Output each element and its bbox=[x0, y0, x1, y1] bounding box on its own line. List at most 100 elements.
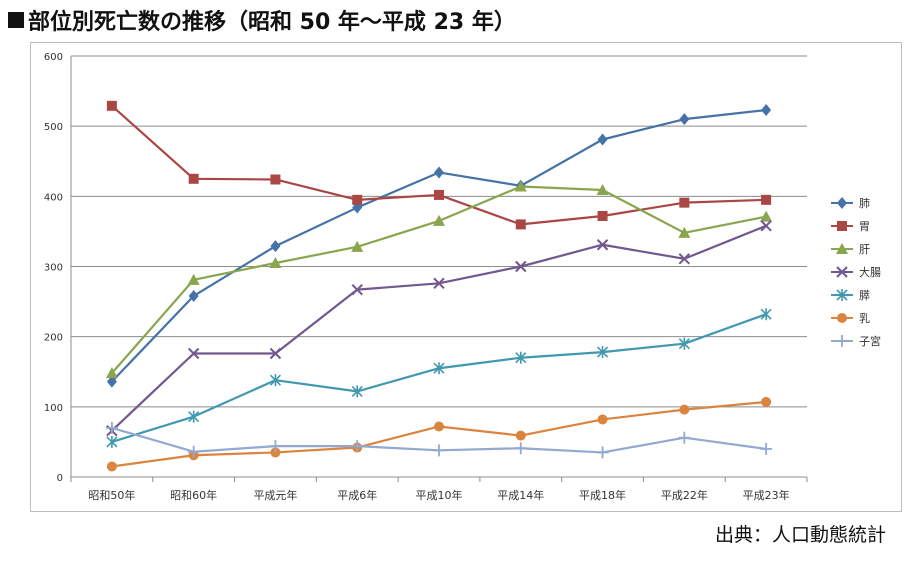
data-point bbox=[678, 337, 690, 350]
data-point bbox=[270, 447, 281, 458]
heading-title: 部位別死亡数の推移（昭和 50 年～平成 23 年） bbox=[28, 10, 516, 35]
data-point bbox=[514, 180, 527, 192]
legend-entry: 大腸 bbox=[831, 265, 881, 279]
data-point bbox=[679, 197, 690, 208]
data-point bbox=[351, 440, 364, 453]
y-tick-label: 400 bbox=[44, 192, 63, 203]
series-group bbox=[106, 308, 772, 448]
legend-marker bbox=[837, 221, 847, 231]
x-tick-label: 平成6年 bbox=[337, 488, 377, 502]
legend-entry: 膵 bbox=[831, 289, 870, 302]
data-point bbox=[515, 351, 527, 364]
y-tick-label: 500 bbox=[44, 122, 63, 133]
data-point bbox=[106, 100, 117, 111]
data-point bbox=[433, 277, 445, 290]
data-point bbox=[679, 113, 690, 126]
data-point bbox=[761, 194, 772, 205]
data-point bbox=[434, 189, 444, 200]
data-point bbox=[351, 283, 363, 296]
legend-marker bbox=[836, 243, 848, 254]
legend-label: 胃 bbox=[859, 220, 870, 233]
series-group bbox=[105, 180, 773, 379]
data-point bbox=[761, 104, 772, 117]
x-tick-label: 平成14年 bbox=[497, 488, 544, 502]
chart-axes: 0 100 200 300 400 500 600 昭和50年 昭和60年 平成元年 平成6年 平成1… bbox=[44, 52, 808, 502]
series-line bbox=[111, 400, 767, 468]
y-tick-label: 0 bbox=[57, 473, 63, 484]
data-point bbox=[351, 385, 363, 398]
data-point bbox=[270, 174, 281, 185]
data-point bbox=[269, 347, 282, 360]
x-tick-label: 平成10年 bbox=[416, 488, 463, 502]
data-point bbox=[105, 367, 118, 379]
data-point bbox=[352, 194, 363, 205]
heading-square-icon bbox=[8, 12, 24, 28]
y-tick-label: 200 bbox=[44, 333, 63, 344]
y-tick-label: 600 bbox=[44, 52, 63, 63]
series-group bbox=[106, 220, 772, 437]
data-point bbox=[515, 219, 526, 230]
data-point bbox=[434, 421, 444, 432]
data-point bbox=[433, 214, 445, 226]
x-tick-label: 平成18年 bbox=[579, 488, 626, 502]
chart-series bbox=[105, 100, 773, 472]
legend-label: 膵 bbox=[859, 289, 870, 302]
data-point bbox=[434, 166, 444, 179]
legend-entry: 胃 bbox=[831, 220, 870, 233]
legend-label: 大腸 bbox=[859, 265, 881, 279]
data-point bbox=[760, 220, 772, 232]
data-point bbox=[760, 308, 772, 321]
legend-entry: 子宮 bbox=[831, 334, 881, 348]
page-heading: 部位別死亡数の推移（昭和 50 年～平成 23 年） bbox=[8, 4, 516, 36]
x-tick-label: 昭和60年 bbox=[170, 488, 217, 502]
legend-marker bbox=[837, 313, 847, 323]
data-point bbox=[596, 446, 609, 459]
data-point bbox=[679, 404, 690, 415]
legend-label: 肝 bbox=[859, 243, 870, 256]
chart-frame: 0 100 200 300 400 500 600 昭和50年 昭和60年 平成元年 平成6年 平成1… bbox=[30, 42, 902, 512]
data-point bbox=[270, 240, 281, 253]
source-note: 出典：人口動態統計 bbox=[714, 524, 886, 546]
data-point bbox=[187, 273, 200, 285]
data-point bbox=[106, 375, 117, 388]
data-point bbox=[269, 440, 282, 453]
series-group bbox=[106, 100, 772, 230]
legend-label: 乳 bbox=[859, 312, 870, 325]
legend-marker bbox=[836, 266, 848, 278]
data-point bbox=[514, 442, 527, 455]
legend-marker bbox=[837, 197, 847, 209]
data-point bbox=[433, 444, 445, 457]
legend-label: 子宮 bbox=[859, 334, 881, 348]
data-point bbox=[596, 346, 609, 359]
series-group bbox=[106, 396, 772, 472]
series-group bbox=[105, 421, 773, 459]
data-point bbox=[678, 226, 691, 238]
data-point bbox=[187, 445, 200, 458]
legend-marker bbox=[836, 335, 848, 347]
series-group bbox=[106, 104, 772, 388]
y-tick-label: 100 bbox=[44, 403, 63, 414]
data-point bbox=[106, 461, 117, 472]
data-point bbox=[515, 430, 526, 441]
data-point bbox=[105, 421, 118, 434]
legend-marker bbox=[836, 289, 848, 301]
data-point bbox=[188, 410, 200, 423]
data-point bbox=[678, 253, 691, 265]
data-point bbox=[597, 414, 608, 425]
data-point bbox=[433, 362, 445, 375]
data-point bbox=[596, 239, 609, 251]
legend-entry: 肺 bbox=[831, 197, 870, 210]
series-line bbox=[111, 108, 767, 383]
x-tick-label: 昭和50年 bbox=[88, 488, 135, 502]
legend-label: 肺 bbox=[859, 197, 870, 210]
x-tick-label: 平成元年 bbox=[253, 488, 297, 502]
legend-entry: 乳 bbox=[831, 312, 870, 325]
data-point bbox=[188, 173, 199, 184]
x-tick-label: 平成23年 bbox=[743, 488, 790, 502]
data-point bbox=[678, 431, 691, 444]
data-point bbox=[106, 435, 118, 448]
data-point bbox=[597, 133, 608, 146]
data-point bbox=[597, 210, 608, 221]
data-point bbox=[760, 442, 773, 455]
